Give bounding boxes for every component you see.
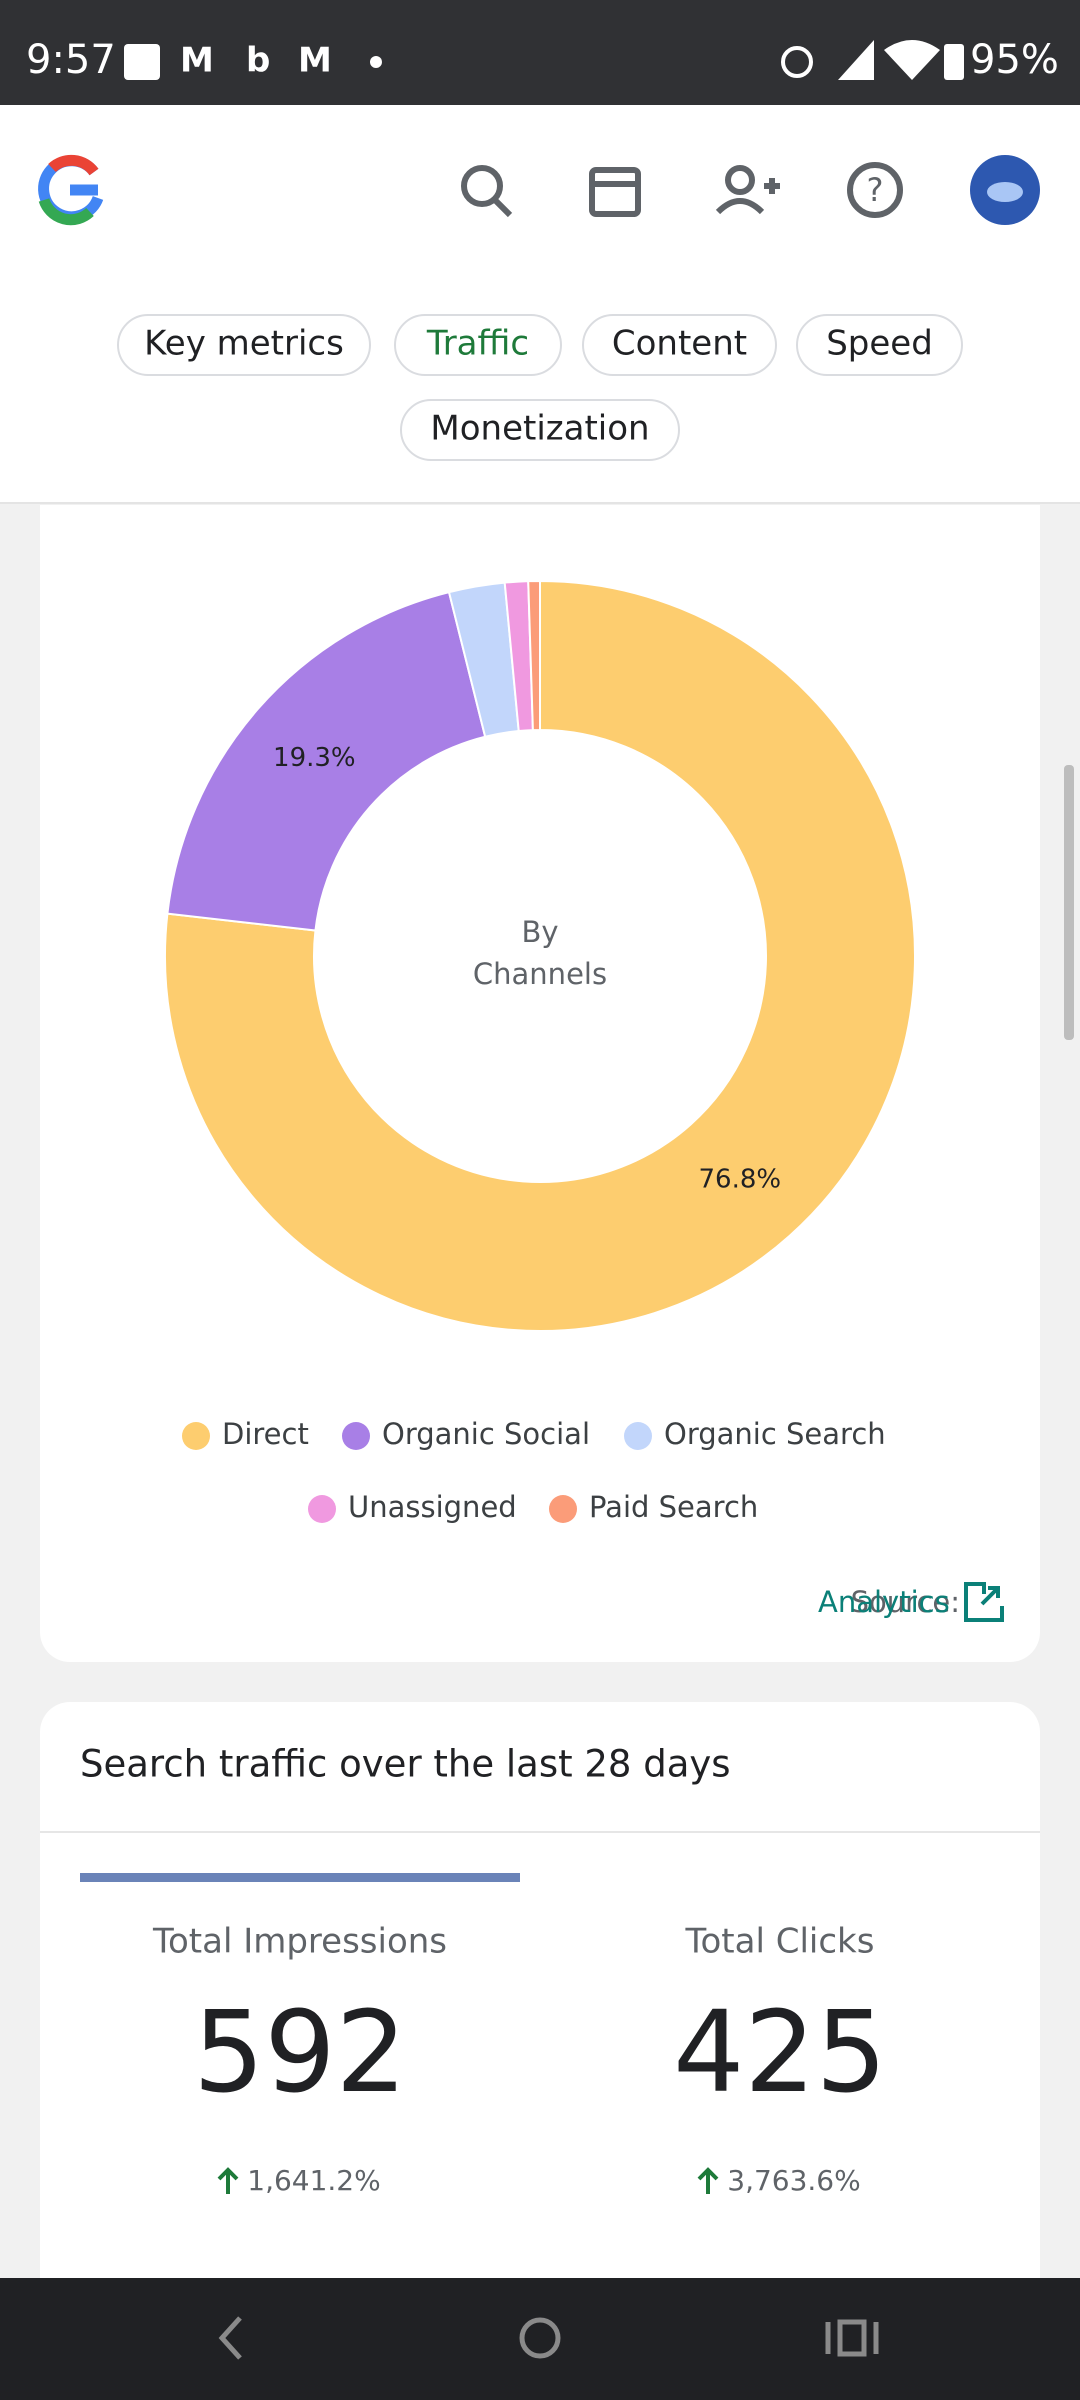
- traffic-card: [40, 1702, 1040, 2278]
- stat-label: Total Impressions: [152, 1922, 447, 1962]
- svg-text:M: M: [180, 41, 214, 81]
- google-logo: [38, 154, 104, 226]
- svg-text:b: b: [246, 41, 270, 81]
- tab-label[interactable]: Key metrics: [144, 324, 344, 364]
- legend-label: Direct: [222, 1417, 309, 1451]
- pie-slice: [164, 579, 916, 1332]
- center-label: Channels: [473, 957, 607, 991]
- legend-label: Paid Search: [589, 1490, 758, 1524]
- battery-level: 95%: [970, 37, 1059, 83]
- svg-text:M: M: [298, 41, 332, 81]
- tab[interactable]: [117, 314, 371, 376]
- external-link-icon[interactable]: [964, 1582, 1004, 1622]
- stat-value: 592: [193, 1988, 407, 2118]
- tab[interactable]: [796, 314, 963, 376]
- up-arrow: [697, 2167, 719, 2194]
- svg-text:?: ?: [867, 171, 884, 209]
- stat-change: 3,763.6%: [727, 2164, 860, 2197]
- source-label: Source:: [851, 1585, 960, 1619]
- tab-label[interactable]: Monetization: [430, 409, 649, 449]
- legend-swatch: [308, 1495, 336, 1523]
- pie-slice: [166, 590, 487, 932]
- tab-label[interactable]: Content: [612, 324, 747, 364]
- tab-label[interactable]: Traffic: [426, 324, 529, 364]
- nav-buttons[interactable]: [218, 2316, 879, 2360]
- center-label: By: [521, 915, 558, 949]
- tab[interactable]: [394, 314, 562, 376]
- stat-label: Total Clicks: [685, 1922, 875, 1962]
- toolbar-icons[interactable]: ?: [461, 162, 903, 218]
- slice-label: 76.8%: [698, 1164, 781, 1194]
- tab[interactable]: [400, 399, 680, 461]
- status-time: 9:57: [26, 37, 116, 83]
- legend-label: Organic Search: [664, 1417, 886, 1451]
- nav-bar: [0, 2278, 1080, 2400]
- legend-label: Unassigned: [348, 1490, 517, 1524]
- stat-change: 1,641.2%: [247, 2164, 380, 2197]
- tab-label[interactable]: Speed: [826, 324, 933, 364]
- legend-swatch: [342, 1422, 370, 1450]
- status-icons: M b M: [124, 40, 964, 81]
- legend-swatch: [549, 1495, 577, 1523]
- scrollbar: [1064, 765, 1074, 1040]
- avatar-art: [987, 182, 1023, 202]
- legend-swatch: [182, 1422, 210, 1450]
- source-link[interactable]: Analytics: [818, 1585, 950, 1619]
- stat-value: 425: [673, 1988, 887, 2118]
- pie-slice: [527, 579, 541, 732]
- card-title: Search traffic over the last 28 days: [80, 1743, 731, 1786]
- selected-indicator: [80, 1873, 520, 1882]
- slice-label: 19.3%: [273, 743, 356, 773]
- legend-swatch: [624, 1422, 652, 1450]
- tab[interactable]: [582, 314, 777, 376]
- up-arrow: [217, 2167, 239, 2194]
- legend-label: Organic Social: [382, 1417, 590, 1451]
